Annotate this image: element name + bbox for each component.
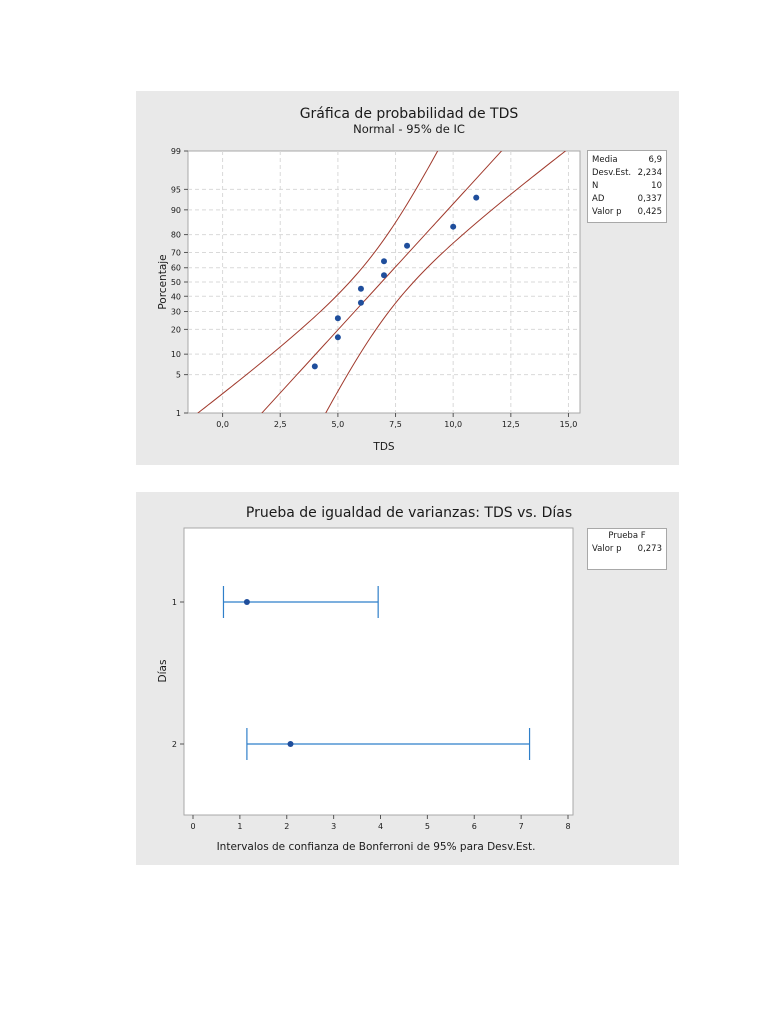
y-tick-label: 40 [171, 292, 181, 301]
x-tick-label: 2 [284, 822, 289, 831]
x-tick-label: 10,0 [444, 420, 462, 429]
x-tick-label: 2,5 [274, 420, 287, 429]
y-tick-label: 5 [176, 371, 181, 380]
variance-test-panel: Prueba de igualdad de varianzas: TDS vs.… [136, 492, 679, 865]
y-tick-label: 20 [171, 325, 181, 334]
y-tick-label: 50 [171, 278, 181, 287]
y-axis-ticks: 12 [172, 598, 184, 749]
upper-ci-line [197, 151, 439, 413]
data-point [381, 258, 387, 265]
x-axis-ticks: 0 1 2 3 4 5 6 7 8 [190, 815, 571, 831]
data-points [311, 194, 480, 370]
fit-and-ci-lines [197, 151, 567, 413]
x-tick-label: 8 [565, 822, 570, 831]
x-tick-label: 7 [519, 822, 524, 831]
x-tick-label: 12,5 [502, 420, 520, 429]
stat-label: N [592, 181, 599, 191]
data-point [334, 334, 341, 341]
probability-plot: Gráfica de probabilidad de TDS Normal - … [157, 106, 581, 453]
data-point [381, 272, 387, 279]
gridlines [188, 151, 580, 413]
stat-value: 0,273 [637, 544, 662, 554]
stat-label: AD [592, 194, 605, 204]
data-point [357, 285, 364, 292]
data-point [357, 299, 364, 306]
data-point [311, 363, 318, 370]
stat-row: Valor p 0,425 [588, 206, 666, 219]
stat-label: Valor p [592, 207, 622, 217]
y-axis-label: Días [157, 660, 169, 683]
y-tick-label: 90 [171, 206, 181, 215]
stat-row: AD 0,337 [588, 193, 666, 206]
stat-value: 0,425 [637, 207, 662, 217]
fit-line [261, 151, 503, 413]
y-tick-label: 30 [171, 308, 181, 317]
y-tick-label: 70 [171, 248, 181, 257]
confidence-intervals [222, 586, 531, 760]
stat-label: Desv.Est. [592, 168, 632, 178]
y-tick-label: 1 [172, 598, 177, 607]
y-tick-label: 99 [171, 147, 181, 156]
lower-ci-line [325, 151, 567, 413]
f-test-box: Prueba F Valor p 0,273 [587, 528, 667, 570]
stat-label: Media [592, 155, 618, 165]
stat-row: Desv.Est. 2,234 [588, 167, 666, 180]
x-axis-ticks: 0,0 2,5 5,0 7,5 10,0 12,5 15,0 [216, 413, 577, 429]
x-tick-label: 5,0 [332, 420, 345, 429]
y-tick-label: 95 [171, 185, 181, 194]
y-tick-label: 10 [171, 350, 181, 359]
data-point [404, 242, 411, 249]
stat-label: Valor p [592, 544, 622, 554]
x-tick-label: 0 [190, 822, 195, 831]
interval-estimate-point [287, 741, 294, 747]
x-tick-label: 5 [425, 822, 430, 831]
stat-value: 2,234 [637, 168, 662, 178]
stat-value: 10 [651, 181, 662, 191]
probability-plot-panel: Gráfica de probabilidad de TDS Normal - … [136, 91, 679, 465]
x-tick-label: 6 [472, 822, 477, 831]
y-axis-ticks: 1 5 10 20 30 40 50 60 70 80 90 95 99 [171, 147, 188, 418]
x-tick-label: 0,0 [216, 420, 229, 429]
interval-estimate-point [243, 599, 250, 605]
stat-row: N 10 [588, 180, 666, 193]
x-tick-label: 7,5 [389, 420, 402, 429]
chart-subtitle: Normal - 95% de IC [353, 122, 465, 136]
data-point [473, 194, 480, 201]
x-tick-label: 3 [331, 822, 336, 831]
data-point [334, 315, 341, 322]
x-axis-label: TDS [372, 441, 394, 453]
y-tick-label: 1 [176, 409, 181, 418]
plot-area [183, 527, 574, 816]
y-tick-label: 2 [172, 740, 177, 749]
chart-title: Gráfica de probabilidad de TDS [300, 106, 519, 122]
variance-test-plot: Prueba de igualdad de varianzas: TDS vs.… [157, 505, 574, 853]
x-tick-label: 4 [378, 822, 383, 831]
x-tick-label: 1 [237, 822, 242, 831]
stat-value: 0,337 [637, 194, 662, 204]
f-test-header: Prueba F [608, 531, 646, 541]
x-tick-label: 15,0 [560, 420, 578, 429]
data-point [450, 223, 457, 230]
statistics-box: Media 6,9 Desv.Est. 2,234 N 10 AD 0,337 Valor p 0… [587, 150, 667, 223]
chart-title: Prueba de igualdad de varianzas: TDS vs.… [246, 505, 572, 521]
stat-row: Media 6,9 [588, 154, 666, 167]
y-axis-label: Porcentaje [157, 254, 169, 309]
stat-row: Valor p 0,273 [588, 543, 666, 556]
y-tick-label: 60 [171, 264, 181, 273]
x-axis-label: Intervalos de confianza de Bonferroni de… [217, 841, 536, 853]
y-tick-label: 80 [171, 231, 181, 240]
stat-value: 6,9 [648, 155, 662, 165]
